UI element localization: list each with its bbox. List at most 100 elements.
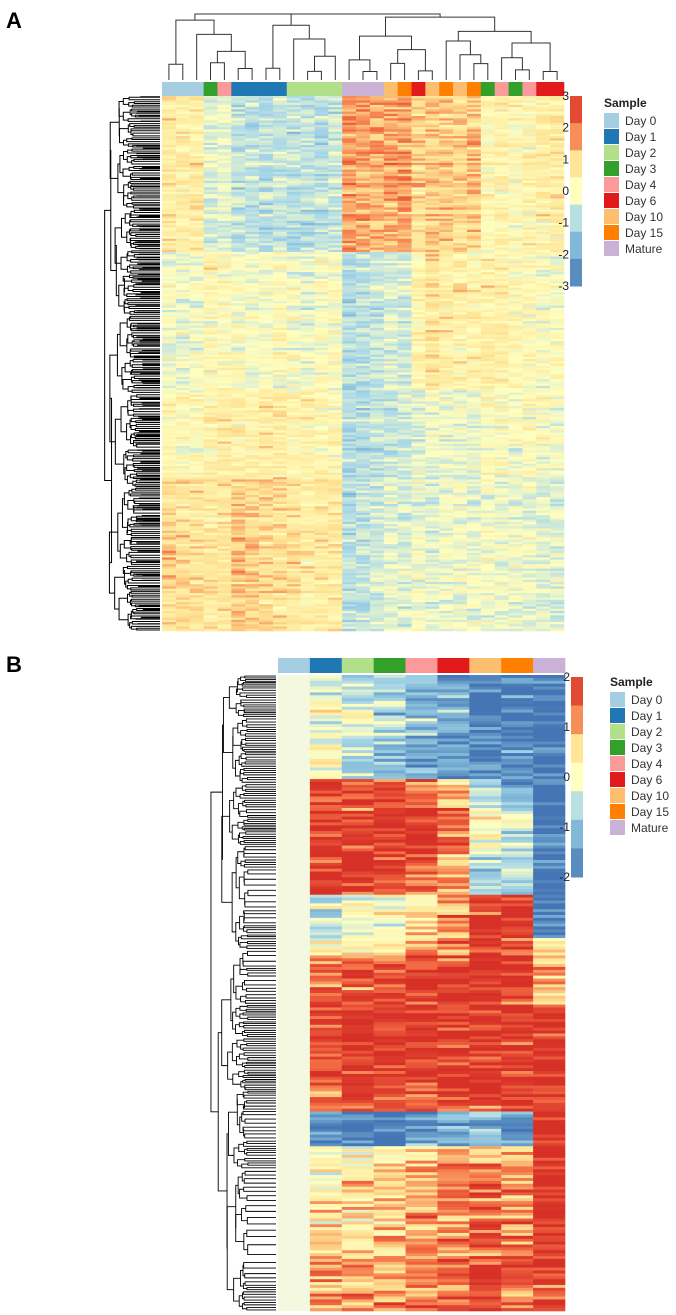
heatmap-cell [217, 238, 232, 242]
heatmap-cell [453, 133, 468, 137]
heatmap-cell [328, 321, 343, 324]
heatmap-cell [466, 265, 482, 268]
heatmap-cell [439, 434, 454, 438]
heatmap-cell [494, 278, 509, 282]
heatmap-cell [522, 354, 537, 358]
heatmap-cell [369, 350, 385, 353]
heatmap-cell [342, 408, 357, 411]
heatmap-cell [314, 98, 329, 101]
heatmap-cell [314, 388, 329, 391]
heatmap-cell [494, 338, 509, 342]
heatmap-cell [383, 231, 398, 235]
heatmap-cell [259, 185, 274, 188]
heatmap-cell [411, 247, 426, 251]
heatmap-cell [328, 245, 343, 248]
heatmap-cell [314, 102, 329, 106]
heatmap-cell [494, 432, 509, 436]
row-dendrogram-branch [131, 202, 160, 205]
heatmap-cell [356, 136, 371, 139]
heatmap-cell [522, 247, 537, 251]
heatmap-cell [342, 138, 357, 141]
heatmap-cell [453, 203, 468, 206]
heatmap-cell [522, 405, 537, 409]
heatmap-cell [439, 129, 454, 132]
heatmap-cell [217, 388, 232, 391]
heatmap-cell [356, 363, 371, 367]
row-dendrogram-branch [136, 608, 160, 611]
heatmap-cell [328, 151, 343, 155]
heatmap-cell [314, 307, 329, 311]
heatmap-cell [356, 127, 371, 130]
heatmap-cell [175, 412, 191, 416]
heatmap-cell [494, 182, 509, 186]
heatmap-cell [217, 102, 232, 106]
heatmap-cell [231, 421, 246, 424]
heatmap-cell [245, 443, 260, 447]
heatmap-cell [245, 385, 260, 389]
heatmap-cell [508, 187, 523, 190]
heatmap-cell [217, 305, 232, 309]
heatmap-cell [217, 191, 232, 195]
heatmap-cell [356, 116, 371, 119]
heatmap-cell [536, 191, 551, 195]
heatmap-cell [453, 423, 468, 427]
heatmap-cell [245, 174, 260, 177]
heatmap-cell [342, 254, 357, 257]
heatmap-cell [342, 372, 357, 375]
heatmap-cell [466, 287, 482, 291]
heatmap-cell [231, 376, 246, 380]
heatmap-cell [439, 182, 454, 186]
heatmap-cell [522, 223, 537, 226]
heatmap-cell [217, 220, 232, 224]
heatmap-cell [328, 205, 343, 208]
heatmap-cell [480, 276, 495, 280]
heatmap-cell [314, 278, 329, 282]
heatmap-cell [245, 414, 260, 418]
heatmap-cell [383, 151, 398, 155]
heatmap-cell [439, 209, 454, 213]
heatmap-cell [342, 341, 357, 344]
heatmap-cell [425, 207, 440, 210]
heatmap-cell [175, 147, 191, 150]
heatmap-cell [314, 149, 329, 153]
heatmap-cell [328, 441, 343, 445]
heatmap-cell [286, 347, 301, 351]
heatmap-cell [175, 372, 191, 375]
heatmap-cell [466, 367, 482, 371]
heatmap-cell [522, 359, 537, 362]
heatmap-cell [231, 314, 246, 317]
heatmap-cell [536, 381, 551, 384]
heatmap-cell [272, 325, 288, 329]
heatmap-cell [328, 240, 343, 244]
heatmap-cell [342, 127, 357, 130]
heatmap-cell [314, 356, 329, 360]
heatmap-cell [328, 223, 343, 226]
heatmap-cell [508, 180, 523, 184]
heatmap-cell [245, 191, 260, 195]
heatmap-cell [480, 341, 495, 344]
heatmap-cell [522, 196, 537, 199]
heatmap-cell [300, 203, 315, 206]
heatmap-cell [466, 399, 482, 402]
heatmap-cell [369, 227, 385, 231]
heatmap-cell [175, 247, 191, 251]
heatmap-cell [480, 234, 495, 237]
heatmap-cell [439, 160, 454, 164]
heatmap-cell [425, 111, 440, 115]
heatmap-cell [356, 205, 371, 208]
heatmap-cell [259, 122, 274, 126]
heatmap-cell [508, 214, 523, 217]
heatmap-cell [411, 263, 426, 266]
heatmap-cell [466, 323, 482, 326]
heatmap-cell [203, 383, 218, 387]
row-dendrogram-branch [135, 234, 160, 237]
heatmap-cell [314, 227, 329, 231]
heatmap-cell [494, 176, 509, 179]
row-dendrogram-branch [133, 101, 160, 105]
heatmap-cell [175, 194, 191, 197]
heatmap-cell [411, 180, 426, 184]
row-dendrogram-branch [125, 580, 129, 588]
heatmap-cell [162, 292, 177, 295]
heatmap-cell [369, 443, 385, 447]
heatmap-cell [356, 379, 371, 382]
